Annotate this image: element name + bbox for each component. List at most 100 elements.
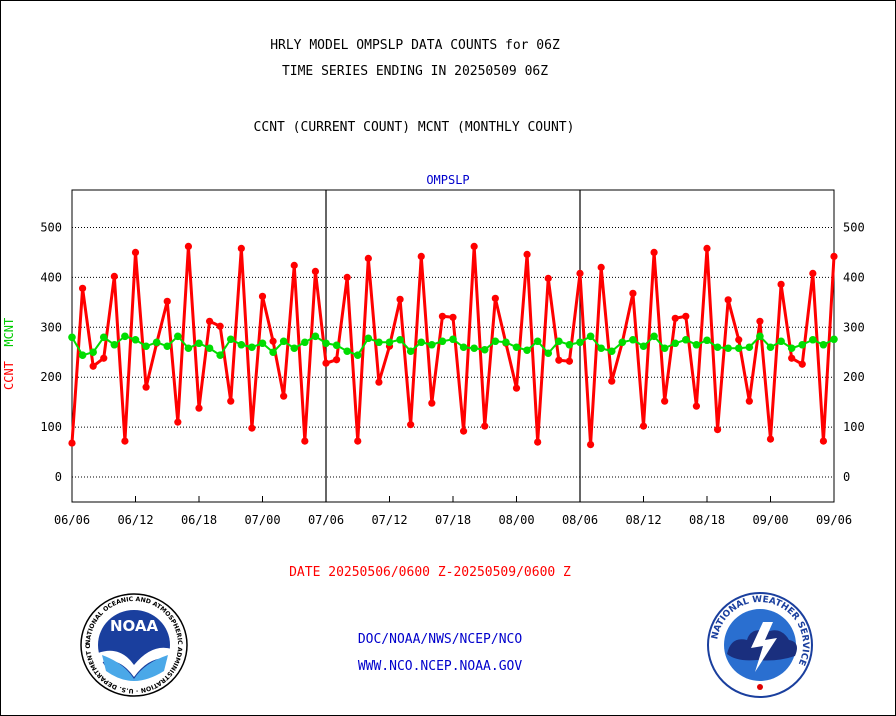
data-point-mcnt bbox=[205, 344, 214, 353]
data-point-mcnt bbox=[502, 338, 510, 347]
data-point-mcnt bbox=[279, 337, 288, 346]
data-point-mcnt bbox=[787, 344, 796, 353]
data-point-mcnt bbox=[650, 332, 658, 341]
data-point-ccnt bbox=[745, 397, 753, 405]
data-point-mcnt bbox=[78, 351, 87, 360]
data-point-mcnt bbox=[332, 341, 341, 350]
data-point-ccnt bbox=[100, 354, 108, 362]
data-point-ccnt bbox=[290, 261, 298, 269]
data-point-ccnt bbox=[237, 244, 245, 253]
data-point-ccnt bbox=[523, 250, 531, 258]
noaa-logo-text: NOAA bbox=[110, 617, 159, 635]
x-tick-label: 08/00 bbox=[498, 513, 534, 527]
data-point-mcnt bbox=[290, 344, 299, 353]
y-tick-label-right: 500 bbox=[843, 220, 865, 234]
y-tick-label-right: 400 bbox=[843, 270, 865, 284]
data-point-mcnt bbox=[226, 335, 235, 344]
y-tick-label-right: 300 bbox=[843, 320, 865, 334]
data-point-mcnt bbox=[713, 343, 722, 352]
x-tick-label: 06/06 bbox=[54, 513, 90, 527]
data-point-mcnt bbox=[269, 348, 277, 357]
data-point-ccnt bbox=[269, 337, 277, 345]
y-tick-label-left: 300 bbox=[40, 320, 62, 334]
data-point-mcnt bbox=[184, 344, 193, 353]
data-point-mcnt bbox=[766, 343, 775, 352]
data-point-mcnt bbox=[682, 335, 690, 344]
data-point-ccnt bbox=[163, 297, 171, 305]
data-point-mcnt bbox=[523, 346, 531, 355]
data-point-ccnt bbox=[809, 269, 817, 277]
data-point-ccnt bbox=[650, 248, 658, 256]
data-point-ccnt bbox=[301, 437, 309, 445]
x-tick-label: 07/12 bbox=[371, 513, 407, 527]
data-point-ccnt bbox=[661, 397, 669, 405]
data-point-mcnt bbox=[375, 338, 383, 347]
data-point-mcnt bbox=[248, 343, 256, 352]
x-tick-label: 07/00 bbox=[244, 513, 280, 527]
data-point-mcnt bbox=[459, 343, 468, 352]
data-point-mcnt bbox=[607, 347, 616, 356]
data-point-mcnt bbox=[99, 333, 108, 342]
data-point-mcnt bbox=[353, 351, 362, 360]
data-point-mcnt bbox=[724, 344, 732, 353]
data-point-ccnt bbox=[417, 252, 425, 260]
data-point-ccnt bbox=[280, 392, 288, 400]
data-point-ccnt bbox=[438, 312, 447, 320]
data-point-ccnt bbox=[756, 317, 764, 325]
chart-title-line1: HRLY MODEL OMPSLP DATA COUNTS for 06Z bbox=[270, 38, 560, 53]
data-point-ccnt bbox=[491, 294, 499, 302]
data-point-ccnt bbox=[174, 418, 182, 426]
data-point-ccnt bbox=[512, 384, 521, 392]
data-point-mcnt bbox=[491, 337, 500, 346]
data-point-ccnt bbox=[258, 292, 267, 300]
data-point-ccnt bbox=[565, 357, 574, 365]
data-point-mcnt bbox=[152, 338, 161, 347]
data-point-mcnt bbox=[322, 339, 330, 348]
data-point-mcnt bbox=[819, 340, 828, 349]
x-tick-label: 07/06 bbox=[308, 513, 344, 527]
data-point-ccnt bbox=[407, 421, 415, 429]
data-point-ccnt bbox=[586, 440, 595, 449]
noaa-logo-icon: NOAA NATIONAL OCEANIC AND ATMOSPHERIC AD… bbox=[80, 593, 188, 697]
data-point-ccnt bbox=[608, 377, 616, 385]
data-point-mcnt bbox=[533, 337, 542, 346]
y-tick-label-right: 100 bbox=[843, 420, 865, 434]
data-point-ccnt bbox=[692, 402, 701, 410]
data-point-mcnt bbox=[121, 332, 129, 341]
data-point-mcnt bbox=[703, 336, 711, 345]
data-point-mcnt bbox=[174, 332, 182, 341]
x-tick-label: 08/06 bbox=[562, 513, 598, 527]
data-point-ccnt bbox=[428, 399, 436, 407]
data-point-mcnt bbox=[660, 344, 669, 353]
data-point-ccnt bbox=[671, 314, 679, 322]
data-point-ccnt bbox=[766, 435, 775, 443]
data-point-ccnt bbox=[110, 272, 118, 280]
data-point-mcnt bbox=[809, 335, 817, 344]
data-point-ccnt bbox=[639, 422, 648, 430]
data-point-mcnt bbox=[734, 344, 743, 353]
data-point-mcnt bbox=[544, 349, 553, 358]
data-point-ccnt bbox=[724, 296, 732, 304]
x-tick-label: 09/00 bbox=[752, 513, 788, 527]
data-point-mcnt bbox=[364, 334, 373, 343]
data-point-ccnt bbox=[459, 427, 468, 435]
data-point-mcnt bbox=[576, 338, 584, 347]
data-point-ccnt bbox=[555, 356, 563, 364]
series-label: OMPSLP bbox=[426, 173, 470, 187]
data-point-ccnt bbox=[544, 274, 552, 282]
data-point-mcnt bbox=[396, 335, 404, 344]
x-tick-label: 07/18 bbox=[435, 513, 471, 527]
credit-org: DOC/NOAA/NWS/NCEP/NCO bbox=[357, 632, 523, 647]
data-point-mcnt bbox=[406, 347, 415, 356]
data-point-ccnt bbox=[576, 269, 584, 277]
data-point-mcnt bbox=[756, 332, 764, 341]
data-point-ccnt bbox=[735, 336, 743, 344]
data-point-mcnt bbox=[110, 340, 119, 349]
credit-url[interactable]: WWW.NCO.NCEP.NOAA.GOV bbox=[357, 659, 523, 674]
data-point-mcnt bbox=[216, 351, 224, 360]
data-point-mcnt bbox=[586, 332, 595, 341]
data-point-mcnt bbox=[449, 335, 457, 344]
data-point-mcnt bbox=[671, 339, 680, 348]
data-point-mcnt bbox=[68, 333, 76, 342]
